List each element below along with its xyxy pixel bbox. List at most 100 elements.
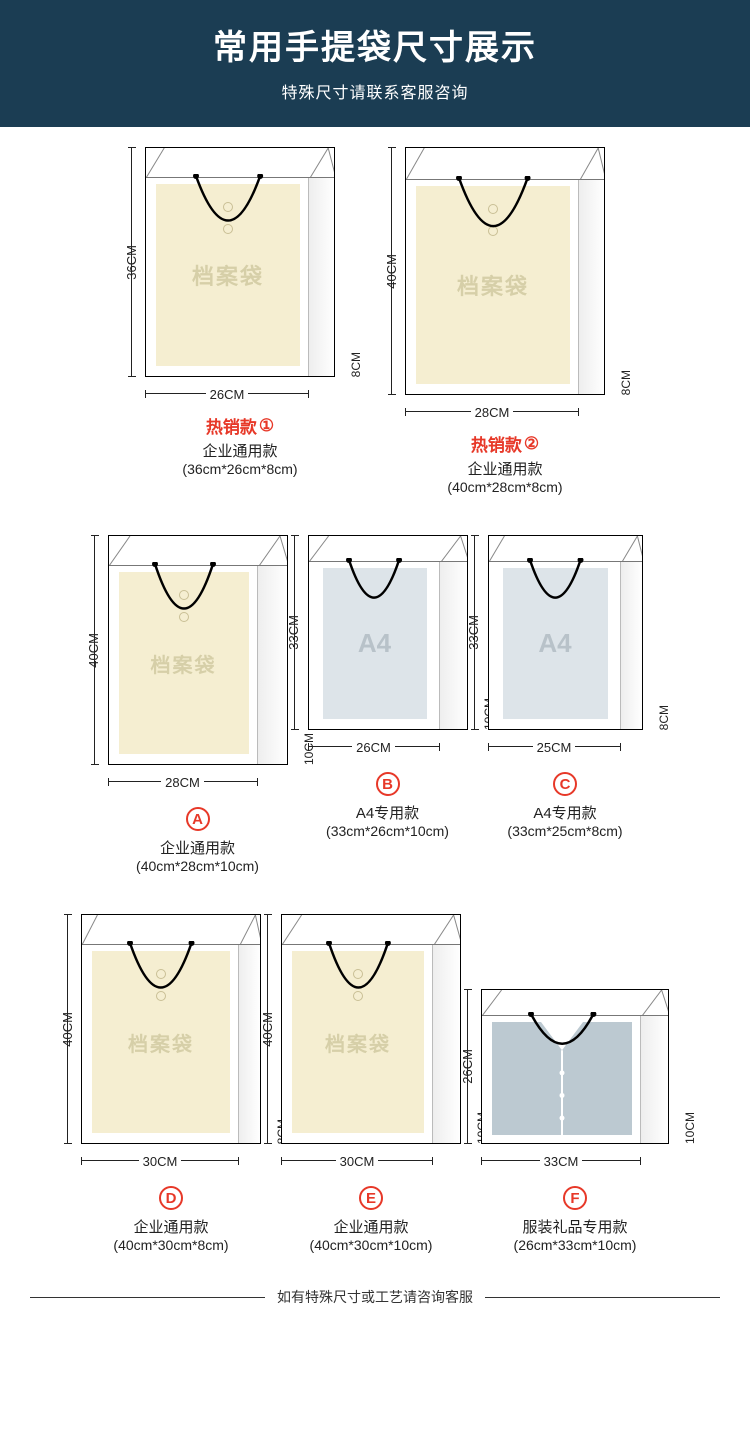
- bag-handle: [526, 558, 585, 601]
- bag-labels: A企业通用款(40cm*28cm*10cm): [136, 801, 259, 874]
- letter-badge: C: [553, 772, 577, 796]
- type-label: 企业通用款: [136, 837, 259, 858]
- letter-badge: D: [159, 1186, 183, 1210]
- size-label: (40cm*30cm*10cm): [310, 1237, 433, 1253]
- bag-cell-hot1: 36CM档案袋8CM26CM热销款①企业通用款(36cm*26cm*8cm): [145, 147, 335, 495]
- dim-height: 26CM: [455, 989, 479, 1144]
- bag-handle: [345, 558, 403, 601]
- row-abc: 40CM档案袋10CM28CMA企业通用款(40cm*28cm*10cm)33C…: [0, 505, 750, 884]
- footer: 如有特殊尺寸或工艺请咨询客服: [0, 1263, 750, 1367]
- bag-cell-hot2: 40CM档案袋8CM 28CM 热销款②企业通用款(40cm*28cm*8cm): [405, 147, 605, 495]
- envelope-label: 档案袋: [192, 259, 264, 291]
- size-label: (33cm*26cm*10cm): [326, 823, 449, 839]
- bag-cell-F: 26CM10CM 33CM F服装礼品专用款(26cm*33cm*10cm): [481, 989, 669, 1253]
- bag-cell-D: 40CM档案袋8CM30CMD企业通用款(40cm*30cm*8cm): [81, 914, 261, 1253]
- envelope-label: 档案袋: [457, 269, 529, 301]
- bag-body: 档案袋: [81, 914, 261, 1144]
- dim-height: 33CM: [462, 535, 486, 730]
- dim-width-label: 26CM: [206, 387, 249, 402]
- header-subtitle: 特殊尺寸请联系客服咨询: [0, 79, 750, 103]
- dim-width: 25CM: [488, 734, 621, 760]
- bag-diagram: 40CM档案袋8CM: [81, 914, 261, 1144]
- dim-height: 40CM: [255, 914, 279, 1144]
- dim-height: 40CM: [55, 914, 79, 1144]
- hot-badge: 热销款①: [182, 413, 297, 438]
- dim-height: 40CM: [379, 147, 403, 395]
- bag-body: A4: [308, 535, 468, 730]
- envelope-label: 档案袋: [151, 649, 217, 678]
- dim-depth-label: 8CM: [657, 705, 671, 730]
- bag-side: [308, 178, 334, 376]
- dim-width: 30CM: [81, 1148, 239, 1174]
- bag-body: 档案袋: [108, 535, 288, 765]
- type-label: 企业通用款: [447, 458, 562, 479]
- type-label: A4专用款: [326, 802, 449, 823]
- bag-diagram: 40CM档案袋8CM: [405, 147, 605, 395]
- dim-height: 33CM: [282, 535, 306, 730]
- letter-badge: B: [376, 772, 400, 796]
- bag-labels: B A4专用款(33cm*26cm*10cm): [326, 766, 449, 839]
- a4-label: A4: [358, 628, 391, 659]
- hot-text: 热销款: [206, 413, 257, 438]
- type-label: 企业通用款: [182, 440, 297, 461]
- bag-labels: C A4专用款(33cm*25cm*8cm): [507, 766, 622, 839]
- dim-width: 28CM: [405, 399, 579, 425]
- dim-width: 26CM: [145, 381, 309, 407]
- bag-diagram: 36CM档案袋8CM: [145, 147, 335, 377]
- bag-labels: F服装礼品专用款(26cm*33cm*10cm): [514, 1180, 637, 1253]
- footer-text: 如有特殊尺寸或工艺请咨询客服: [265, 1287, 485, 1307]
- hot-badge: 热销款②: [447, 431, 562, 456]
- dim-depth-label: 10CM: [683, 1112, 697, 1144]
- type-label: A4专用款: [507, 802, 622, 823]
- bag-cell-A: 40CM档案袋10CM28CMA企业通用款(40cm*28cm*10cm): [108, 535, 288, 874]
- dim-height-label: 33CM: [466, 615, 481, 650]
- dim-height-label: 40CM: [60, 1012, 75, 1047]
- bag-labels: E企业通用款(40cm*30cm*10cm): [310, 1180, 433, 1253]
- bag-side: [578, 180, 604, 394]
- dim-width: 26CM: [308, 734, 440, 760]
- dim-height-label: 40CM: [86, 633, 101, 668]
- dim-depth: 8CM: [337, 349, 363, 379]
- bag-diagram: 33CMA410CM: [308, 535, 468, 730]
- bag-body: A4: [488, 535, 643, 730]
- bag-handle: [192, 174, 264, 225]
- bag-side: [620, 562, 642, 729]
- bag-diagram: 26CM10CM: [481, 989, 669, 1144]
- bag-body: 档案袋: [281, 914, 461, 1144]
- dim-height-label: 40CM: [260, 1012, 275, 1047]
- size-grid: 36CM档案袋8CM26CM热销款①企业通用款(36cm*26cm*8cm)40…: [0, 127, 750, 1263]
- bag-labels: D企业通用款(40cm*30cm*8cm): [113, 1180, 228, 1253]
- bag-diagram: 40CM档案袋10CM: [108, 535, 288, 765]
- bag-handle: [455, 176, 532, 231]
- dim-width: 28CM: [108, 769, 258, 795]
- dim-height: 36CM: [119, 147, 143, 377]
- bag-handle: [325, 941, 392, 992]
- dim-width-label: 33CM: [540, 1154, 583, 1169]
- dim-height-label: 26CM: [460, 1049, 475, 1084]
- letter-badge: A: [186, 807, 210, 831]
- size-label: (36cm*26cm*8cm): [182, 461, 297, 477]
- row-def: 40CM档案袋8CM30CMD企业通用款(40cm*30cm*8cm)40CM档…: [0, 884, 750, 1263]
- dim-width-label: 25CM: [533, 740, 576, 755]
- bag-body: [481, 989, 669, 1144]
- type-label: 企业通用款: [113, 1216, 228, 1237]
- dim-depth: 10CM: [671, 1116, 697, 1146]
- hot-num: ①: [259, 416, 274, 436]
- dim-height-label: 40CM: [384, 254, 399, 289]
- dim-width-label: 28CM: [471, 405, 514, 420]
- bag-labels: 热销款②企业通用款(40cm*28cm*8cm): [447, 431, 562, 495]
- size-label: (33cm*25cm*8cm): [507, 823, 622, 839]
- bag-handle: [151, 562, 217, 613]
- bag-cell-E: 40CM档案袋10CM30CME企业通用款(40cm*30cm*10cm): [281, 914, 461, 1253]
- bag-body: 档案袋: [405, 147, 605, 395]
- size-label: (26cm*33cm*10cm): [514, 1237, 637, 1253]
- letter-badge: F: [563, 1186, 587, 1210]
- row-hot: 36CM档案袋8CM26CM热销款①企业通用款(36cm*26cm*8cm)40…: [0, 127, 750, 505]
- bag-diagram: 40CM档案袋10CM: [281, 914, 461, 1144]
- a4-label: A4: [538, 628, 571, 659]
- envelope-label: 档案袋: [325, 1028, 391, 1057]
- bag-handle: [126, 941, 196, 992]
- bag-cell-C: 33CMA48CM25CMCA4专用款(33cm*25cm*8cm): [488, 535, 643, 874]
- dim-width-label: 30CM: [139, 1154, 182, 1169]
- bag-side: [640, 1016, 668, 1143]
